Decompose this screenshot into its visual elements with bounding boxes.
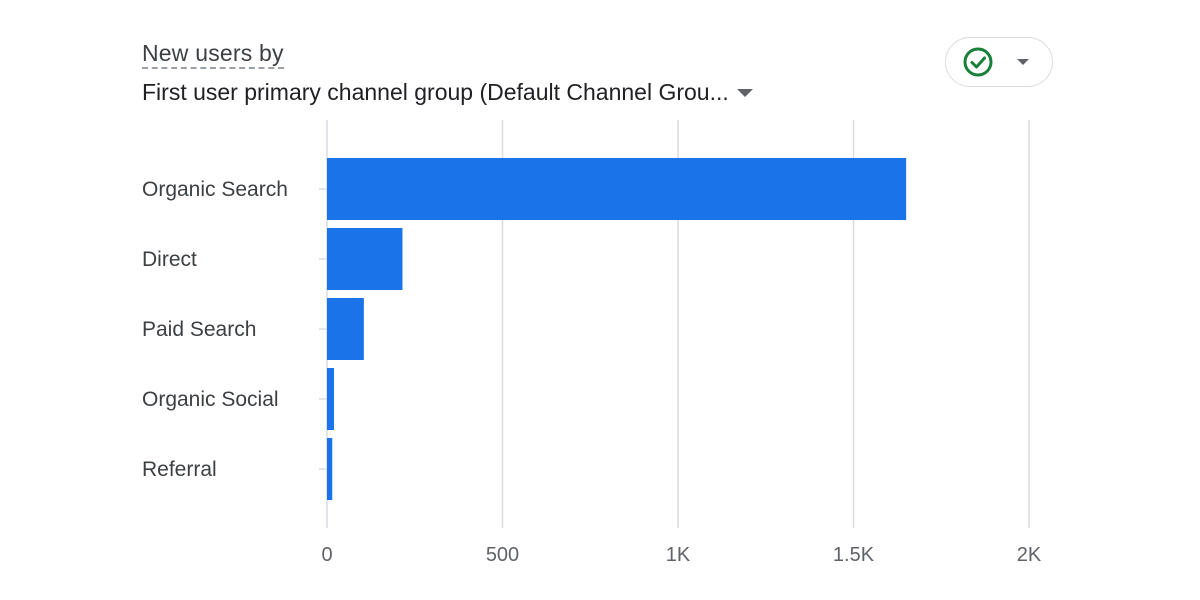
category-label: Direct [142, 248, 197, 271]
x-tick-label: 2K [1017, 544, 1042, 566]
x-tick-label: 1K [666, 544, 691, 566]
x-tick-label: 1.5K [833, 544, 875, 566]
category-label: Paid Search [142, 318, 256, 341]
metric-label[interactable]: New users by [142, 40, 284, 69]
check-circle-icon [963, 47, 993, 77]
chevron-down-icon [1017, 59, 1029, 65]
dimension-label: First user primary channel group (Defaul… [142, 79, 729, 105]
bar-organic-search[interactable] [327, 158, 907, 220]
arrow-drop-down-icon [736, 88, 753, 97]
bar-organic-social[interactable] [327, 368, 335, 430]
bar-direct[interactable] [327, 228, 403, 290]
category-label: Referral [142, 458, 217, 481]
x-tick-label: 0 [321, 544, 332, 566]
card-title-prefix[interactable]: New users by [142, 40, 284, 69]
bar-paid-search[interactable] [327, 298, 364, 360]
dimension-selector[interactable]: First user primary channel group (Defaul… [142, 79, 753, 106]
compare-button[interactable] [945, 37, 1053, 87]
category-label: Organic Social [142, 388, 279, 411]
category-label: Organic Search [142, 178, 288, 201]
x-tick-label: 500 [486, 544, 519, 566]
bar-referral[interactable] [327, 438, 333, 500]
